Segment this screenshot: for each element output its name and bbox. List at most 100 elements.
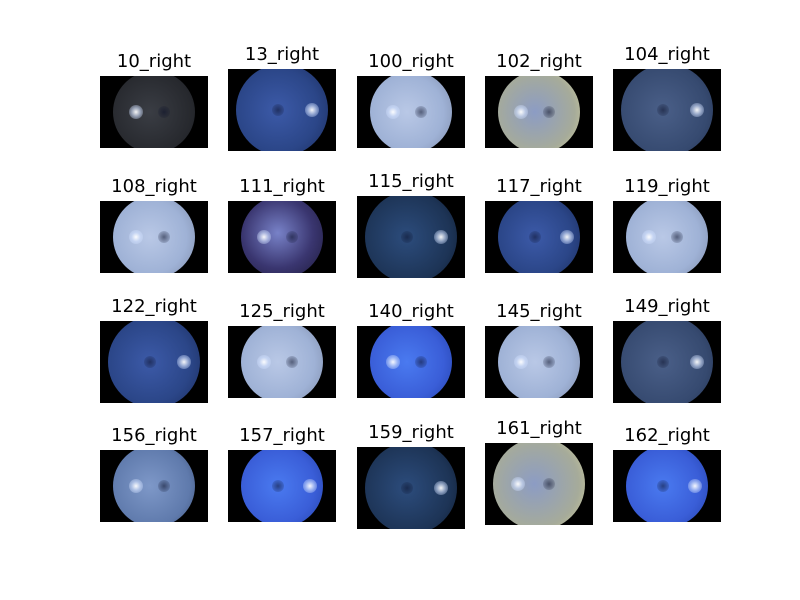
optic-disc <box>434 230 448 244</box>
image-title: 145_right <box>496 301 582 322</box>
retina-disc <box>626 201 708 273</box>
fovea <box>158 231 170 243</box>
fundus-photo <box>100 76 208 148</box>
retina-disc <box>113 76 195 148</box>
fundus-photo <box>357 326 465 398</box>
fovea <box>671 231 683 243</box>
optic-disc <box>434 481 448 495</box>
image-title: 102_right <box>496 51 582 72</box>
fundus-thumbnail-145_right: 145_right <box>485 302 593 398</box>
fundus-photo <box>485 201 593 273</box>
fundus-photo <box>613 69 721 151</box>
fundus-photo <box>100 321 208 403</box>
fundus-photo <box>613 450 721 522</box>
fovea <box>415 356 427 368</box>
retina-disc <box>498 76 580 148</box>
fundus-photo <box>357 76 465 148</box>
fundus-thumbnail-122_right: 122_right <box>100 297 208 403</box>
optic-disc <box>386 355 401 369</box>
fundus-photo <box>100 201 208 273</box>
fundus-thumbnail-119_right: 119_right <box>613 177 721 273</box>
optic-disc <box>514 105 529 119</box>
optic-disc <box>177 355 191 369</box>
optic-disc <box>559 230 574 244</box>
fovea <box>401 482 413 494</box>
fundus-thumbnail-157_right: 157_right <box>228 426 336 522</box>
image-title: 149_right <box>624 296 710 317</box>
fundus-thumbnail-10_right: 10_right <box>100 52 208 148</box>
fovea <box>657 480 669 492</box>
fundus-thumbnail-117_right: 117_right <box>485 177 593 273</box>
image-title: 10_right <box>116 51 192 72</box>
retina-disc <box>113 201 195 273</box>
image-title: 162_right <box>624 425 710 446</box>
fovea <box>415 106 427 118</box>
fundus-thumbnail-115_right: 115_right <box>357 172 465 278</box>
fundus-thumbnail-162_right: 162_right <box>613 426 721 522</box>
optic-disc <box>129 479 144 493</box>
fundus-thumbnail-156_right: 156_right <box>100 426 208 522</box>
image-title: 156_right <box>111 425 197 446</box>
image-title: 104_right <box>624 44 710 65</box>
fundus-photo <box>228 326 336 398</box>
fovea <box>272 480 284 492</box>
image-title: 161_right <box>496 418 582 439</box>
fovea <box>401 231 413 243</box>
image-title: 157_right <box>239 425 325 446</box>
fovea <box>543 356 555 368</box>
fundus-thumbnail-100_right: 100_right <box>357 52 465 148</box>
optic-disc <box>302 479 317 493</box>
fovea <box>144 356 156 368</box>
fovea <box>286 231 298 243</box>
fundus-thumbnail-140_right: 140_right <box>357 302 465 398</box>
optic-disc <box>514 355 529 369</box>
retina-disc <box>241 201 323 273</box>
image-title: 140_right <box>368 301 454 322</box>
optic-disc <box>257 355 272 369</box>
fundus-thumbnail-161_right: 161_right <box>485 419 593 525</box>
fundus-photo <box>613 321 721 403</box>
optic-disc <box>690 355 704 369</box>
fovea <box>158 106 170 118</box>
fundus-thumbnail-108_right: 108_right <box>100 177 208 273</box>
fovea <box>158 480 170 492</box>
fovea <box>543 106 555 118</box>
image-title: 100_right <box>368 51 454 72</box>
fundus-photo <box>228 69 336 151</box>
optic-disc <box>687 479 702 493</box>
fundus-photo <box>485 443 593 525</box>
fundus-photo <box>357 196 465 278</box>
fundus-photo <box>485 326 593 398</box>
fundus-thumbnail-102_right: 102_right <box>485 52 593 148</box>
image-title: 119_right <box>624 176 710 197</box>
fundus-thumbnail-111_right: 111_right <box>228 177 336 273</box>
fovea <box>286 356 298 368</box>
retina-disc <box>493 443 585 525</box>
image-title: 125_right <box>239 301 325 322</box>
optic-disc <box>129 105 144 119</box>
image-title: 111_right <box>239 176 325 197</box>
optic-disc <box>386 105 401 119</box>
image-title: 159_right <box>368 422 454 443</box>
fundus-photo <box>228 450 336 522</box>
optic-disc <box>129 230 144 244</box>
fovea <box>543 478 555 490</box>
fundus-photo <box>357 447 465 529</box>
fundus-photo <box>100 450 208 522</box>
optic-disc <box>305 103 319 117</box>
image-title: 115_right <box>368 171 454 192</box>
fovea <box>657 104 669 116</box>
image-title: 13_right <box>244 44 320 65</box>
retina-disc <box>113 450 195 522</box>
fundus-thumbnail-104_right: 104_right <box>613 45 721 151</box>
fundus-photo <box>228 201 336 273</box>
optic-disc <box>511 477 526 491</box>
fundus-thumbnail-159_right: 159_right <box>357 423 465 529</box>
fovea <box>657 356 669 368</box>
fundus-photo <box>485 76 593 148</box>
fundus-photo <box>613 201 721 273</box>
fundus-thumbnail-125_right: 125_right <box>228 302 336 398</box>
fovea <box>529 231 541 243</box>
retina-disc <box>498 326 580 398</box>
optic-disc <box>257 230 272 244</box>
